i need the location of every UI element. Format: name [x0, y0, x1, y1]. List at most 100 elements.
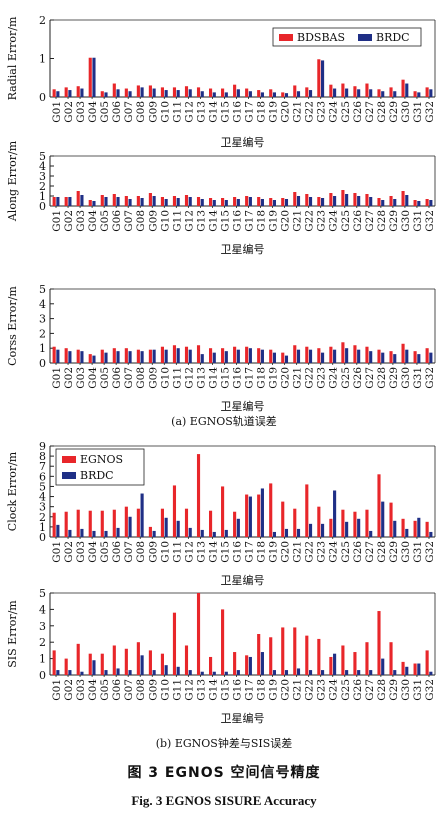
x-tick-label: G14	[207, 679, 219, 701]
x-axis-label: 卫星编号	[221, 242, 265, 256]
bar-brdc-G32	[429, 352, 433, 363]
bar-egnos-G23	[317, 638, 321, 675]
bar-bdsbas-G22	[305, 346, 309, 363]
bar-brdc-G07	[128, 199, 132, 206]
x-tick-label: G31	[412, 541, 424, 563]
x-tick-label: G20	[280, 679, 292, 701]
bar-egnos-G11	[172, 612, 177, 675]
y-tick-label: 3	[39, 313, 46, 326]
bar-brdc-G14	[212, 531, 216, 537]
bar-brdc-G08	[140, 87, 144, 97]
x-tick-label: G18	[256, 679, 268, 701]
bar-bdsbas-G26	[353, 345, 357, 363]
bar-brdc-G13	[200, 529, 204, 537]
x-tick-label: G01	[51, 210, 63, 232]
bar-bdsbas-G14	[208, 198, 213, 206]
bar-brdc-G31	[417, 201, 421, 206]
bar-brdc-G32	[429, 200, 433, 206]
bar-egnos-G22	[305, 484, 309, 537]
x-tick-label: G14	[207, 367, 219, 389]
bar-brdc-G07	[128, 351, 132, 363]
bar-brdc-G01	[56, 524, 60, 537]
legend-label-2: BRDC	[376, 31, 410, 44]
bar-brdc-G10	[164, 665, 168, 675]
legend-box	[272, 27, 422, 47]
bar-bdsbas-G03	[76, 86, 80, 97]
bar-brdc-G22	[308, 349, 313, 363]
bar-bdsbas-G24	[329, 346, 333, 363]
bar-bdsbas-G20	[281, 352, 285, 363]
x-tick-label: G19	[268, 679, 280, 701]
bar-brdc-G28	[381, 352, 385, 363]
x-tick-label: G22	[304, 367, 316, 389]
x-tick-label: G18	[256, 541, 268, 563]
bar-brdc-G08	[140, 493, 144, 537]
bar-brdc-G15	[224, 671, 228, 675]
x-tick-label: G09	[147, 367, 159, 389]
x-tick-label: G17	[244, 541, 256, 563]
y-tick-label: 9	[39, 440, 46, 453]
x-tick-label: G31	[412, 210, 424, 232]
bar-brdc-G16	[236, 518, 240, 537]
x-tick-label: G24	[328, 101, 340, 123]
bar-brdc-G30	[405, 83, 409, 97]
bar-brdc-G27	[369, 530, 373, 537]
x-tick-label: G08	[135, 210, 147, 232]
bar-bdsbas-G26	[353, 193, 357, 206]
x-tick-label: G08	[135, 541, 147, 563]
x-tick-label: G22	[304, 679, 316, 701]
bar-brdc-G17	[248, 348, 252, 363]
y-tick-label: 0	[39, 200, 46, 213]
x-tick-label: G25	[340, 210, 352, 232]
bar-egnos-G27	[365, 509, 369, 537]
x-tick-label: G04	[87, 679, 99, 701]
x-tick-label: G17	[244, 210, 256, 232]
bar-brdc-G21	[296, 668, 301, 675]
bar-brdc-G25	[345, 194, 349, 206]
x-tick-label: G08	[135, 367, 147, 389]
bar-brdc-G07	[128, 516, 132, 537]
bar-bdsbas-G05	[100, 195, 104, 206]
x-tick-label: G03	[75, 367, 87, 389]
bar-bdsbas-G27	[365, 194, 369, 206]
bar-brdc-G06	[116, 89, 120, 97]
bar-brdc-G25	[345, 348, 349, 363]
bar-egnos-G30	[401, 661, 405, 675]
bar-brdc-G19	[272, 352, 277, 363]
bar-bdsbas-G31	[413, 351, 417, 363]
bar-brdc-G15	[224, 200, 228, 206]
bar-brdc-G08	[140, 351, 144, 363]
bar-brdc-G08	[140, 198, 144, 206]
x-tick-label: G14	[207, 541, 219, 563]
x-tick-label: G14	[207, 210, 219, 232]
bar-egnos-G10	[160, 508, 164, 537]
x-tick-label: G15	[219, 210, 231, 232]
x-tick-label: G12	[183, 679, 195, 701]
bar-egnos-G29	[389, 642, 393, 675]
bar-egnos-G07	[124, 648, 128, 675]
bar-brdc-G16	[236, 89, 240, 97]
x-tick-label: G21	[292, 541, 304, 563]
bar-brdc-G03	[80, 88, 84, 97]
bar-bdsbas-G17	[245, 88, 249, 97]
x-tick-label: G12	[183, 101, 195, 123]
bar-bdsbas-G09	[148, 349, 152, 363]
bar-brdc-G28	[381, 501, 385, 537]
x-tick-label: G20	[280, 101, 292, 123]
x-tick-label: G16	[231, 679, 243, 701]
bar-brdc-G12	[188, 670, 192, 675]
x-tick-label: G25	[340, 367, 352, 389]
bar-brdc-G23	[321, 670, 325, 675]
bar-brdc-G16	[236, 349, 240, 363]
x-tick-label: G01	[51, 541, 63, 563]
x-tick-label: G15	[219, 367, 231, 389]
bar-egnos-G17	[245, 494, 249, 537]
bar-brdc-G11	[176, 348, 180, 363]
x-tick-label: G26	[352, 101, 364, 123]
bar-bdsbas-G16	[233, 84, 237, 97]
bar-brdc-G16	[236, 199, 240, 206]
y-tick-label: 1	[39, 653, 46, 666]
y-tick-label: 1	[39, 521, 46, 534]
bar-brdc-G19	[272, 531, 277, 537]
